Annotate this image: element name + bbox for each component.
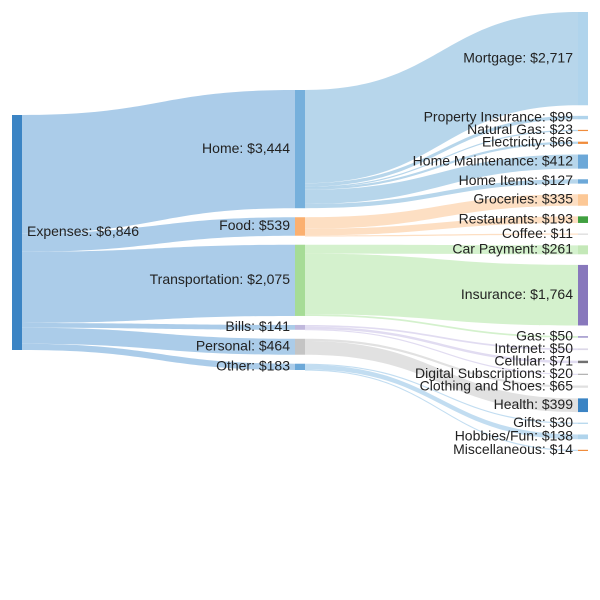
label-coffee: Coffee: $11 — [502, 225, 573, 241]
flow-food-to-restaurants — [305, 216, 578, 236]
flow-root-to-food — [22, 217, 295, 252]
flow-root-to-other — [22, 343, 295, 370]
node-coffee — [578, 233, 588, 235]
sankey-labels: Expenses: $6,846 Home: $3,444 Food: $539 Tr… — [27, 49, 573, 457]
flow-transportation-to-insurance — [305, 253, 578, 326]
node-hobbies-fun — [578, 434, 588, 440]
label-hobbies-fun: Hobbies/Fun: $138 — [455, 428, 574, 444]
node-restaurants — [578, 216, 588, 223]
flow-home-to-electricity — [305, 141, 578, 190]
flow-root-to-home — [22, 90, 295, 234]
label-miscellaneous: Miscellaneous: $14 — [453, 441, 573, 457]
flow-other-to-gifts — [305, 363, 578, 424]
root-flows — [22, 90, 295, 370]
flow-root-to-personal — [22, 327, 295, 355]
label-property-insurance: Property Insurance: $99 — [424, 108, 574, 124]
label-home: Home: $3,444 — [202, 140, 290, 156]
flow-bills-to-digital-subscriptions — [305, 329, 578, 375]
flow-bills-to-internet — [305, 324, 578, 351]
node-gifts — [578, 422, 588, 424]
label-natural-gas: Natural Gas: $23 — [467, 121, 573, 137]
label-gas: Gas: $50 — [516, 328, 573, 344]
node-insurance — [578, 264, 588, 326]
label-clothing-and-shoes: Clothing and Shoes: $65 — [420, 377, 574, 393]
node-home — [295, 90, 305, 209]
node-digital-subscriptions — [578, 373, 588, 375]
sankey-nodes — [12, 12, 588, 452]
flow-root-to-transportation — [22, 244, 295, 323]
flow-food-to-groceries — [305, 194, 578, 229]
node-other — [295, 363, 305, 370]
flow-other-to-hobbies-fun — [305, 364, 578, 440]
flow-home-to-home-maintenance — [305, 154, 578, 204]
node-health — [578, 398, 588, 413]
category-flows — [305, 12, 578, 452]
node-natural-gas — [578, 129, 588, 132]
label-insurance: Insurance: $1,764 — [461, 286, 573, 302]
label-electricity: Electricity: $66 — [482, 133, 573, 149]
label-mortgage: Mortgage: $2,717 — [463, 49, 573, 65]
label-transportation: Transportation: $2,075 — [150, 271, 291, 287]
node-home-maintenance — [578, 154, 588, 169]
node-transportation — [295, 244, 305, 316]
flow-personal-to-clothing-and-shoes — [305, 338, 578, 388]
node-cellular — [578, 360, 588, 364]
flow-food-to-coffee — [305, 233, 578, 237]
label-cellular: Cellular: $71 — [494, 353, 573, 369]
flow-home-to-natural-gas — [305, 129, 578, 188]
flow-root-to-bills — [22, 322, 295, 330]
node-personal — [295, 338, 305, 355]
flow-home-to-mortgage — [305, 12, 578, 184]
node-gas — [578, 336, 588, 338]
node-miscellaneous — [578, 449, 588, 452]
label-groceries: Groceries: $335 — [473, 191, 573, 207]
label-digital-subscriptions: Digital Subscriptions: $20 — [415, 365, 573, 381]
label-food: Food: $539 — [219, 217, 290, 233]
flow-transportation-to-car-payment — [305, 244, 578, 255]
flow-personal-to-health — [305, 341, 578, 413]
flow-transportation-to-gas — [305, 314, 578, 338]
label-other: Other: $183 — [216, 358, 290, 374]
node-internet — [578, 348, 588, 351]
node-food — [295, 217, 305, 236]
node-clothing-and-shoes — [578, 385, 588, 388]
label-bills: Bills: $141 — [225, 318, 290, 334]
label-personal: Personal: $464 — [196, 337, 290, 353]
flow-other-to-miscellaneous — [305, 369, 578, 452]
node-car-payment — [578, 245, 588, 255]
node-expenses — [12, 115, 22, 350]
label-internet: Internet: $50 — [494, 340, 573, 356]
node-electricity — [578, 141, 588, 144]
label-home-maintenance: Home Maintenance: $412 — [413, 152, 574, 168]
flow-home-to-home-items — [305, 179, 578, 209]
node-property-insurance — [578, 115, 588, 120]
label-gifts: Gifts: $30 — [513, 414, 573, 430]
label-health: Health: $399 — [494, 396, 574, 412]
node-groceries — [578, 194, 588, 206]
label-car-payment: Car Payment: $261 — [452, 241, 573, 257]
node-home-items — [578, 179, 588, 184]
label-expenses: Expenses: $6,846 — [27, 223, 139, 239]
label-home-items: Home Items: $127 — [459, 172, 574, 188]
node-mortgage — [578, 12, 588, 106]
flow-home-to-property-insurance — [305, 115, 578, 187]
flow-bills-to-cellular — [305, 326, 578, 364]
node-bills — [295, 324, 305, 330]
label-restaurants: Restaurants: $193 — [459, 210, 574, 226]
